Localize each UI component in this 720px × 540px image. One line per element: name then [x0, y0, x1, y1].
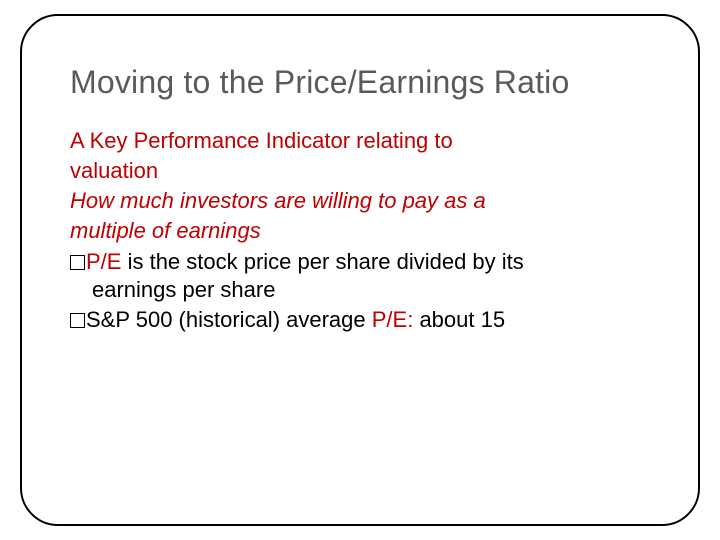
sp500-pe-label: P/E: [372, 307, 414, 332]
investors-text-2a: How much investors are willing to pay as… [70, 188, 486, 213]
checkbox-icon [70, 255, 85, 270]
kpi-text-1a: A Key Performance Indicator relating to [70, 128, 453, 153]
checkbox-icon [70, 313, 85, 328]
kpi-line-1: A Key Performance Indicator relating to [70, 127, 650, 155]
investors-text-2b: multiple of earnings [70, 218, 261, 243]
investors-line-2: multiple of earnings [70, 217, 650, 245]
pe-label: P/E [86, 249, 121, 274]
bullet-sp500: S&P 500 (historical) average P/E: about … [70, 306, 650, 334]
investors-line-1: How much investors are willing to pay as… [70, 187, 650, 215]
sp500-value-text: about 15 [413, 307, 505, 332]
slide-title: Moving to the Price/Earnings Ratio [70, 64, 650, 101]
pe-def-text: is the stock price per share divided by … [121, 249, 523, 274]
bullet-pe-definition: P/E is the stock price per share divided… [70, 248, 650, 276]
bullet-pe-definition-cont: earnings per share [70, 276, 650, 304]
kpi-line-2: valuation [70, 157, 650, 185]
slide-frame: Moving to the Price/Earnings Ratio A Key… [20, 14, 700, 526]
sp500-pre-text: S&P 500 (historical) average [86, 307, 372, 332]
kpi-text-1b: valuation [70, 158, 158, 183]
pe-def-cont-text: earnings per share [92, 277, 275, 302]
